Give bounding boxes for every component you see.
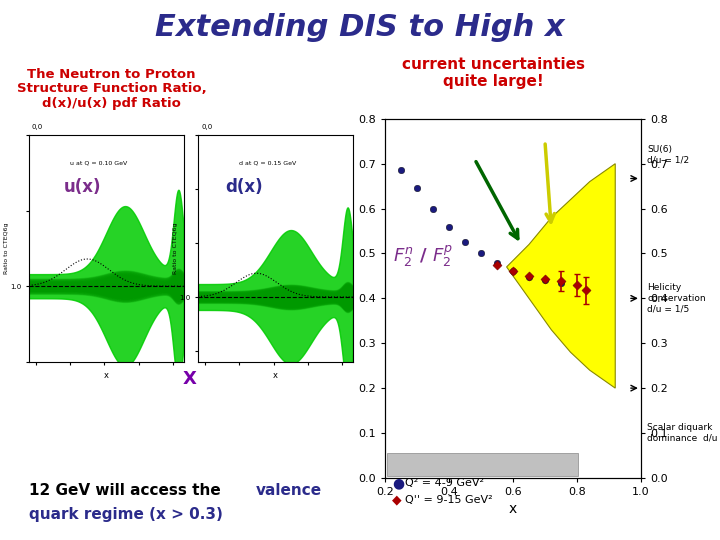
- Text: ●: ●: [392, 476, 405, 490]
- Bar: [387, 453, 578, 476]
- X-axis label: x: x: [104, 371, 109, 380]
- Text: Helicity
conservation
d/u = 1/5: Helicity conservation d/u = 1/5: [647, 284, 706, 313]
- Point: [475, 249, 487, 258]
- X-axis label: x: x: [273, 371, 278, 380]
- Text: The Neutron to Proton
Structure Function Ratio,
d(x)/u(x) pdf Ratio: The Neutron to Proton Structure Function…: [17, 68, 207, 111]
- Point: [555, 277, 567, 286]
- Text: Q² = 4-9 GeV²: Q² = 4-9 GeV²: [405, 478, 485, 488]
- Text: 0,0: 0,0: [201, 124, 212, 131]
- Point: [507, 266, 518, 275]
- Text: SU(6)
d/u = 1/2: SU(6) d/u = 1/2: [647, 145, 689, 164]
- Text: 0,0: 0,0: [32, 124, 43, 131]
- Point: [523, 273, 535, 281]
- Polygon shape: [507, 164, 615, 388]
- Point: [491, 260, 503, 269]
- Point: [395, 166, 407, 175]
- Text: X: X: [182, 370, 197, 388]
- Y-axis label: Ratio to CTEQ6g: Ratio to CTEQ6g: [173, 222, 178, 274]
- Point: [491, 259, 503, 268]
- Text: ◆: ◆: [392, 493, 402, 506]
- Point: [523, 272, 535, 280]
- Text: Q'' = 9-15 GeV²: Q'' = 9-15 GeV²: [405, 495, 493, 504]
- Text: current uncertainties
quite large!: current uncertainties quite large!: [402, 57, 585, 89]
- X-axis label: x: x: [509, 503, 517, 516]
- Point: [507, 267, 518, 276]
- Text: valence: valence: [256, 483, 322, 498]
- Y-axis label: Ratio to CTEQ6g: Ratio to CTEQ6g: [4, 222, 9, 274]
- Point: [411, 184, 423, 193]
- Text: quark regime (x > 0.3): quark regime (x > 0.3): [29, 507, 222, 522]
- Point: [539, 276, 551, 285]
- Point: [555, 278, 567, 287]
- Text: d(x): d(x): [225, 178, 264, 195]
- Point: [428, 204, 439, 213]
- Text: Extending DIS to High x: Extending DIS to High x: [156, 14, 564, 43]
- Text: Scalar diquark
dominance  d/u = 0: Scalar diquark dominance d/u = 0: [647, 423, 720, 443]
- Text: 12 GeV will access the: 12 GeV will access the: [29, 483, 226, 498]
- Text: u at Q = 0.10 GeV: u at Q = 0.10 GeV: [70, 160, 127, 165]
- Text: $F_2^n$ / $F_2^p$: $F_2^n$ / $F_2^p$: [393, 244, 454, 269]
- Text: u(x): u(x): [64, 178, 102, 195]
- Text: d at Q = 0.15 GeV: d at Q = 0.15 GeV: [239, 160, 297, 165]
- Point: [539, 275, 551, 284]
- Point: [581, 286, 593, 295]
- Point: [444, 222, 455, 231]
- Point: [459, 238, 471, 247]
- Point: [571, 281, 582, 289]
